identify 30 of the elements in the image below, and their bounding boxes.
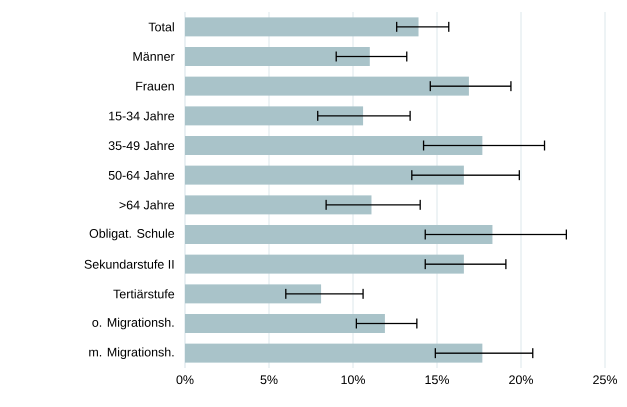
y-tick-label: o. Migrationsh.	[92, 318, 174, 330]
x-tick-label: 15%	[425, 375, 450, 384]
x-tick-label: 10%	[341, 375, 366, 384]
bar	[185, 136, 482, 156]
y-tick-label: Obligat. Schule	[90, 228, 174, 240]
bar	[185, 314, 385, 334]
y-tick-label: Frauen	[136, 82, 174, 91]
y-tick-label: 15-34 Jahre	[109, 111, 174, 120]
x-tick-label: 0%	[176, 375, 194, 384]
y-tick-label: >64 Jahre	[120, 200, 174, 210]
bar	[185, 195, 372, 214]
x-tick-label: 25%	[593, 375, 618, 384]
bar	[185, 254, 464, 274]
bar	[185, 284, 322, 304]
y-tick-label: Sekundarstufe II	[84, 260, 174, 269]
y-tick-label: Männer	[133, 52, 174, 61]
x-tick-label: 20%	[509, 375, 534, 384]
y-tick-label: m. Migrationsh.	[89, 347, 174, 359]
bar	[185, 225, 492, 244]
bar	[185, 76, 469, 96]
y-tick-label: 35-49 Jahre	[108, 140, 174, 150]
y-tick-label: 50-64 Jahre	[108, 170, 174, 180]
bar	[185, 344, 482, 363]
bar	[185, 166, 464, 185]
bar	[185, 106, 364, 126]
x-tick-label: 5%	[260, 375, 278, 384]
y-tick-label: Tertiärstufe	[113, 289, 174, 298]
bar	[185, 17, 419, 36]
y-tick-label: Total	[148, 22, 174, 32]
bar	[185, 47, 370, 66]
